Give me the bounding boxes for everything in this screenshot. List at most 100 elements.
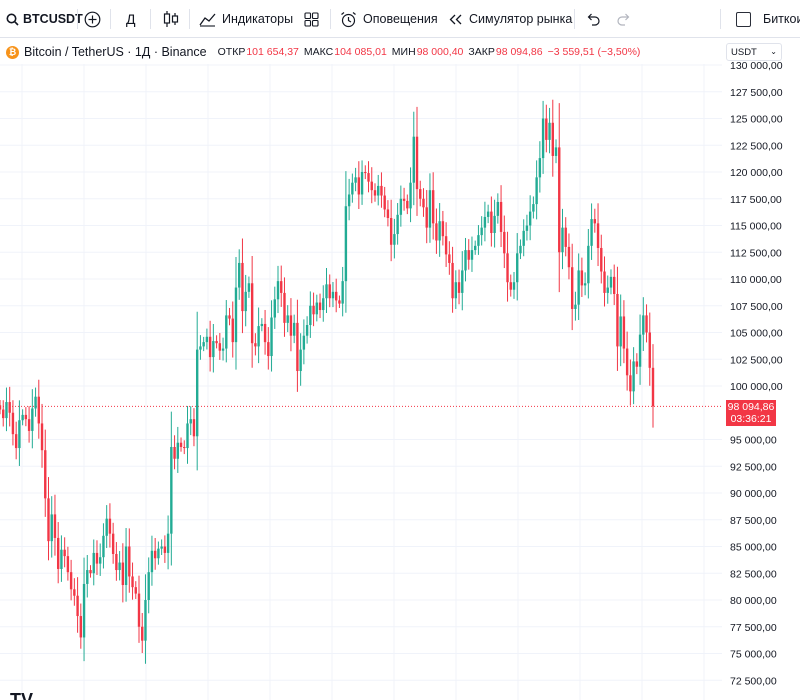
- candle-body: [250, 283, 254, 344]
- candle-body: [554, 147, 558, 156]
- candle-body: [454, 282, 458, 299]
- interval-button[interactable]: Д: [126, 0, 135, 38]
- candle-body: [509, 282, 512, 290]
- candle: [419, 180, 422, 207]
- alerts-label: Оповещения: [363, 12, 438, 26]
- candle: [577, 253, 580, 320]
- candle-body: [212, 341, 215, 358]
- candle: [8, 386, 11, 427]
- candle-body: [464, 250, 467, 271]
- candle-body: [66, 556, 70, 573]
- candle-body: [325, 284, 328, 299]
- candle: [493, 199, 496, 248]
- candle: [270, 300, 273, 372]
- currency-select[interactable]: USDT ⌄: [726, 43, 782, 61]
- candle: [512, 271, 516, 299]
- candle-body: [218, 343, 222, 351]
- price-axis[interactable]: 130 000,00 127 500,00 125 000,00 122 500,00…: [730, 60, 783, 687]
- candle: [254, 333, 257, 356]
- candle: [141, 613, 144, 654]
- low-number: 98 000,40: [416, 46, 464, 58]
- candle-body: [580, 270, 584, 286]
- candle-body: [11, 412, 15, 435]
- candle: [486, 204, 490, 224]
- redo-button[interactable]: [617, 0, 632, 38]
- candle: [231, 301, 234, 358]
- tradingview-logo[interactable]: TV: [10, 690, 34, 700]
- compare-checkbox[interactable]: Биткоин: [736, 0, 800, 38]
- candle-body: [545, 118, 548, 140]
- candle-body: [244, 291, 247, 312]
- candle: [370, 167, 373, 204]
- candle: [409, 167, 412, 223]
- candle: [548, 107, 551, 154]
- candle-body: [186, 423, 189, 449]
- candle: [244, 274, 247, 327]
- candle: [399, 185, 403, 227]
- candle-body: [124, 546, 128, 586]
- price-tick-label: 92 500,00: [730, 461, 777, 473]
- replay-button[interactable]: Симулятор рынка: [448, 0, 572, 38]
- candle-body: [538, 158, 542, 178]
- candle-body: [73, 589, 76, 596]
- compare-symbol-button[interactable]: [84, 0, 101, 38]
- candle-body: [8, 402, 11, 413]
- candle: [380, 172, 383, 208]
- candle: [593, 208, 597, 233]
- candle: [5, 387, 8, 432]
- candle: [600, 234, 603, 284]
- candle: [234, 257, 238, 370]
- candle-body: [221, 348, 225, 351]
- candle-body: [270, 317, 273, 357]
- price-tick-label: 90 000,00: [730, 488, 777, 500]
- price-tick-label: 85 000,00: [730, 542, 777, 554]
- candle-body: [31, 408, 34, 431]
- currency-label: USDT: [731, 46, 757, 58]
- top-toolbar: BTCUSDT Д Индикаторы Оповещения: [0, 0, 800, 38]
- candle: [166, 515, 170, 570]
- candle-body: [60, 549, 63, 569]
- candle: [448, 241, 451, 275]
- chart-grid: [0, 64, 722, 700]
- alerts-button[interactable]: Оповещения: [340, 0, 438, 38]
- candle: [312, 292, 315, 327]
- candle-body: [532, 204, 535, 212]
- candle: [34, 387, 37, 417]
- chart-type-button[interactable]: [163, 0, 179, 38]
- candle-body: [409, 182, 412, 209]
- candle: [299, 333, 302, 386]
- candle-body: [115, 553, 118, 571]
- candle-body: [95, 552, 99, 564]
- candle-body: [166, 533, 170, 553]
- candle-body: [163, 546, 167, 553]
- instrument-title[interactable]: Bitcoin / TetherUS · 1Д · Binance: [24, 45, 207, 59]
- indicators-label: Индикаторы: [222, 12, 294, 26]
- candle: [218, 332, 222, 360]
- candle-body: [406, 200, 409, 209]
- layouts-button[interactable]: [304, 0, 319, 38]
- indicators-button[interactable]: Индикаторы: [199, 0, 293, 38]
- checkbox-box[interactable]: [736, 11, 751, 27]
- candle: [509, 274, 512, 297]
- symbol-search-button[interactable]: BTCUSDT: [6, 0, 83, 38]
- candle: [95, 540, 99, 575]
- candle-body: [238, 262, 241, 288]
- candle: [535, 160, 538, 220]
- candle-body: [273, 299, 276, 318]
- candle-body: [625, 348, 629, 376]
- undo-button[interactable]: [585, 0, 600, 38]
- candle-body: [574, 304, 577, 309]
- candle-body: [638, 334, 642, 367]
- candle: [183, 440, 186, 455]
- candle: [128, 528, 131, 593]
- candle: [464, 237, 467, 282]
- candle: [73, 578, 76, 606]
- chevron-down-icon: ⌄: [770, 47, 777, 56]
- candle-body: [577, 270, 580, 305]
- candle: [503, 215, 506, 269]
- candle-body: [241, 262, 244, 312]
- candle-body: [24, 414, 28, 420]
- candle: [322, 285, 325, 322]
- candle-body: [477, 235, 480, 246]
